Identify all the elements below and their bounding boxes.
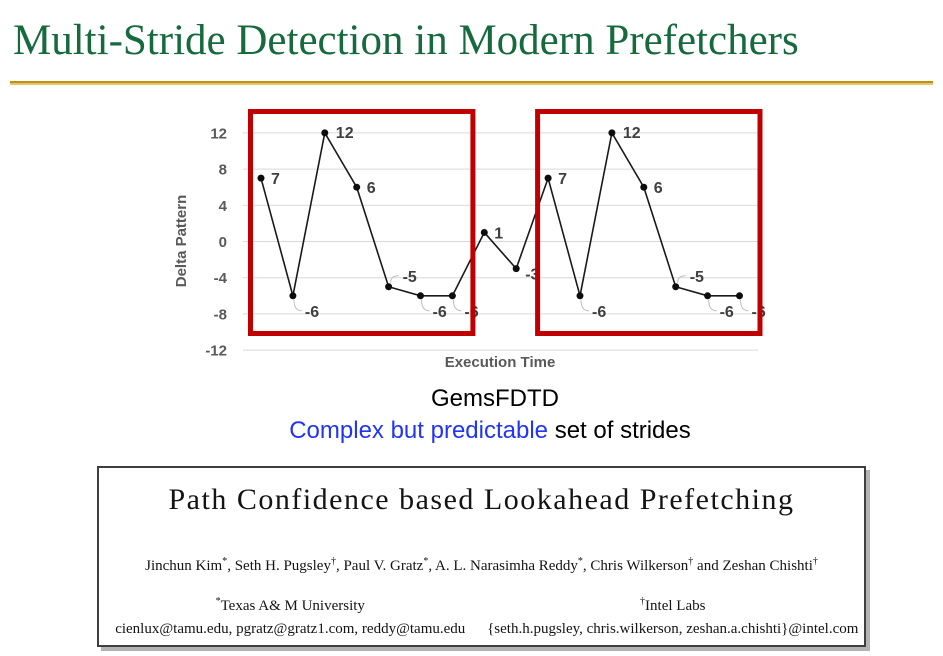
data-point-marker: [289, 292, 297, 300]
affiliation-emails: cienlux@tamu.edu, pgratz@gratz1.com, red…: [115, 621, 466, 637]
data-point-marker: [385, 283, 393, 291]
paper-authors: Jinchun Kim*, Seth H. Pugsley†, Paul V. …: [145, 556, 818, 574]
data-point-marker: [321, 129, 329, 137]
title-divider: [10, 81, 933, 85]
data-point-marker: [257, 174, 265, 182]
paper-affiliations: *Texas A& M University cienlux@tamu.edu, …: [99, 590, 864, 641]
author-superscript: †: [688, 556, 694, 567]
data-point-label: -6: [720, 304, 734, 321]
data-point-label: 7: [558, 171, 567, 188]
paper-title: Path Confidence based Lookahead Prefetch…: [168, 483, 795, 516]
author-superscript: †: [812, 556, 818, 567]
data-point-marker: [672, 283, 680, 291]
data-point-label: 1: [494, 225, 503, 242]
benchmark-caption: GemsFDTD: [431, 385, 559, 412]
affiliation-emails: {seth.h.pugsley, chris.wilkerson, zeshan…: [487, 621, 859, 637]
data-point-marker: [353, 183, 361, 191]
data-point-marker: [544, 174, 552, 182]
highlight-box: [535, 109, 763, 336]
label-leader-line: [708, 299, 717, 312]
data-point-label: 6: [654, 180, 663, 197]
data-point-marker: [448, 292, 456, 300]
data-point-label: 12: [623, 125, 641, 142]
affiliation-name: *Texas A& M University: [215, 596, 365, 614]
data-point-label: 12: [336, 125, 354, 142]
page-title: Multi-Stride Detection in Modern Prefetc…: [13, 17, 799, 64]
x-axis-title: Execution Time: [445, 354, 556, 371]
label-leader-line: [452, 299, 462, 312]
y-tick-label: 8: [219, 162, 227, 179]
author-superscript: †: [330, 556, 336, 567]
data-point-marker: [417, 292, 424, 300]
author-superscript: *: [222, 556, 228, 567]
data-point-marker: [576, 292, 584, 300]
y-tick-label: 12: [210, 125, 227, 142]
y-tick-label: -12: [205, 343, 227, 360]
affiliation-superscript: *: [215, 596, 221, 607]
y-tick-label: -4: [214, 270, 228, 287]
strides-caption-rest: set of strides: [548, 417, 691, 444]
author-superscript: *: [423, 556, 429, 567]
label-leader-line: [740, 299, 749, 312]
data-point-label: -5: [690, 269, 704, 286]
data-point-label: -6: [433, 304, 447, 321]
data-point-label: -6: [592, 304, 606, 321]
affiliation-column: †Intel Labs {seth.h.pugsley, chris.wilker…: [482, 590, 865, 641]
strides-caption-highlight: Complex but predictable: [289, 417, 549, 444]
data-point-marker: [480, 228, 488, 236]
series-line: [260, 130, 740, 297]
label-leader-line: [677, 275, 686, 283]
delta-pattern-chart: 12 8 4 0 -4 -8 -12 Delta Pattern Execution Time 7…: [173, 109, 766, 371]
data-point-marker: [736, 292, 743, 300]
author-superscript: *: [577, 556, 583, 567]
strides-caption: Complex but predictable set of strides: [90, 417, 890, 445]
data-point-label: 6: [367, 180, 376, 197]
label-leader-line: [421, 299, 430, 312]
affiliation-column: *Texas A& M University cienlux@tamu.edu, …: [99, 590, 482, 641]
data-point-marker: [512, 265, 520, 273]
y-tick-label: 0: [219, 234, 227, 251]
data-point-marker: [640, 183, 648, 191]
y-tick-label: -8: [214, 306, 227, 323]
affiliation-superscript: †: [640, 596, 646, 607]
data-point-label: 7: [271, 171, 280, 188]
affiliation-name: †Intel Labs: [640, 596, 706, 614]
label-leader-line: [390, 275, 399, 283]
paper-card: Path Confidence based Lookahead Prefetch…: [97, 466, 866, 647]
label-leader-line: [293, 299, 302, 312]
label-leader-line: [580, 299, 590, 312]
data-point-label: -6: [305, 304, 319, 321]
y-tick-label: 4: [219, 198, 228, 215]
y-axis-title: Delta Pattern: [173, 195, 190, 288]
data-point-marker: [608, 129, 616, 137]
data-point-label: -5: [403, 269, 417, 286]
data-point-marker: [704, 292, 712, 300]
highlight-box: [248, 109, 476, 336]
